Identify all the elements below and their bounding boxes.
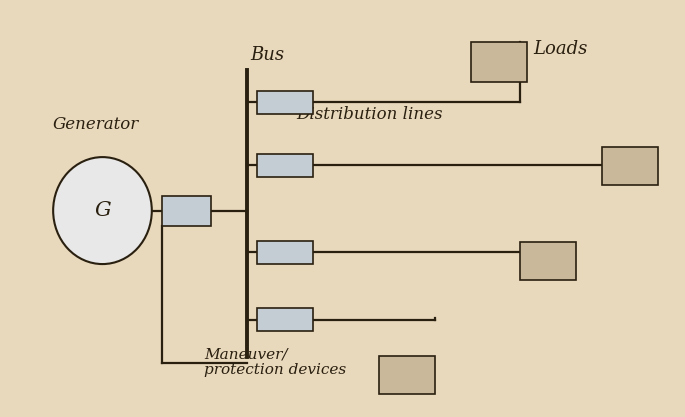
Text: Bus: Bus xyxy=(251,46,284,64)
FancyBboxPatch shape xyxy=(257,309,313,332)
Text: Maneuver/
protection devices: Maneuver/ protection devices xyxy=(204,347,347,377)
Text: Distribution lines: Distribution lines xyxy=(297,106,443,123)
FancyBboxPatch shape xyxy=(471,42,527,82)
FancyBboxPatch shape xyxy=(257,90,313,113)
Text: Loads: Loads xyxy=(533,40,588,58)
FancyBboxPatch shape xyxy=(257,154,313,177)
FancyBboxPatch shape xyxy=(379,356,434,394)
FancyBboxPatch shape xyxy=(162,196,211,226)
FancyBboxPatch shape xyxy=(257,241,313,264)
FancyBboxPatch shape xyxy=(520,242,576,280)
Ellipse shape xyxy=(53,157,152,264)
FancyBboxPatch shape xyxy=(602,147,658,185)
Text: G: G xyxy=(94,201,111,220)
Text: Generator: Generator xyxy=(53,116,139,133)
